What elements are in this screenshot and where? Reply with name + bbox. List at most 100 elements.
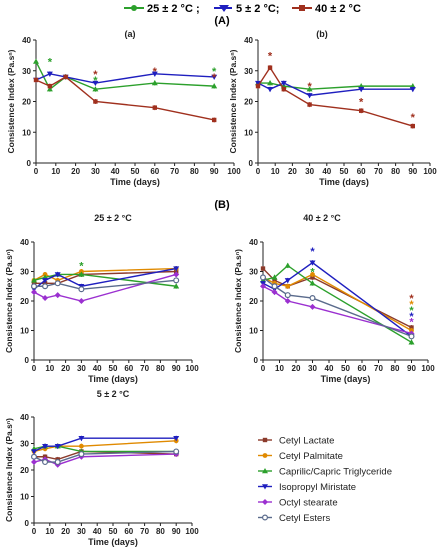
significance-star: *	[409, 299, 414, 311]
data-point	[42, 443, 49, 450]
x-tick-label: 90	[172, 527, 181, 536]
data-point	[92, 80, 99, 87]
data-point	[79, 443, 84, 449]
data-point	[54, 272, 61, 278]
y-tick-label: 10	[20, 493, 29, 502]
data-point	[211, 83, 218, 89]
x-tick-label: 90	[408, 167, 417, 176]
data-point	[309, 280, 316, 286]
significance-star: *	[79, 261, 84, 273]
x-tick-label: 20	[71, 167, 80, 176]
chart-title: (a)	[125, 29, 136, 39]
x-tick-label: 60	[358, 364, 367, 373]
y-tick-label: 10	[249, 327, 258, 336]
x-tick-label: 90	[172, 364, 181, 373]
data-point	[33, 58, 39, 64]
significance-star: *	[212, 66, 217, 78]
data-point	[272, 278, 277, 283]
x-tick-label: 40	[325, 364, 334, 373]
x-tick-label: 70	[170, 167, 179, 176]
chart-5c: 5 ± 2 °C 0 10 20 30 40 0 10 20 30 40 50 60 70 80 90 100 T…	[4, 389, 199, 547]
y-tick-label: 0	[25, 356, 30, 365]
x-tick-label: 100	[185, 364, 199, 373]
significance-star: *	[310, 246, 315, 258]
series-line	[35, 73, 215, 84]
data-point	[78, 436, 85, 442]
x-tick-label: 70	[140, 527, 149, 536]
series-line	[257, 66, 413, 127]
legend-marker	[262, 499, 268, 505]
x-tick-label: 60	[150, 167, 159, 176]
data-point	[78, 286, 85, 293]
data-point	[309, 260, 316, 266]
x-tick-label: 100	[423, 167, 437, 176]
section-b-label: (B)	[214, 199, 230, 211]
x-tick-label: 20	[61, 364, 70, 373]
x-tick-label: 30	[305, 167, 314, 176]
y-tick-label: 40	[249, 238, 258, 247]
data-point	[31, 459, 37, 466]
y-tick-label: 10	[244, 128, 253, 137]
x-tick-label: 10	[275, 364, 284, 373]
y-tick-label: 40	[20, 413, 29, 422]
x-tick-label: 50	[340, 167, 349, 176]
data-point	[260, 266, 266, 271]
data-point	[410, 123, 415, 129]
data-point	[47, 83, 53, 89]
legend-marker-25	[131, 5, 137, 11]
chart-a: (a) 0 10 20 30 40 0 10 20 30 40 50 60 70 80 90 100 Time (…	[6, 29, 241, 187]
x-tick-label: 10	[45, 527, 54, 536]
legend-marker-40	[299, 5, 305, 11]
data-point	[284, 298, 291, 304]
y-axis-label: Consistence Index (Pa.sⁿ)	[228, 49, 238, 153]
y-tick-label: 20	[249, 297, 258, 306]
data-point	[42, 283, 49, 290]
significance-star: *	[307, 81, 312, 93]
data-point	[358, 87, 365, 93]
data-point	[152, 105, 157, 110]
series-line	[258, 82, 413, 90]
x-tick-label: 80	[391, 364, 400, 373]
data-point	[33, 77, 39, 83]
y-tick-label: 30	[22, 67, 31, 76]
x-tick-label: 0	[261, 364, 266, 373]
y-tick-label: 40	[244, 36, 253, 45]
data-point	[255, 83, 261, 89]
x-tick-label: 0	[256, 167, 261, 176]
x-tick-label: 70	[374, 167, 383, 176]
significance-star: *	[153, 66, 158, 78]
x-tick-label: 40	[93, 364, 102, 373]
data-point	[54, 280, 61, 287]
data-point	[31, 453, 38, 460]
x-axis-label: Time (days)	[88, 537, 138, 547]
significance-star: *	[48, 57, 53, 69]
significance-star: *	[411, 112, 416, 124]
series-line	[35, 76, 215, 121]
x-tick-label: 80	[391, 167, 400, 176]
legend-label: Cetyl Lactate	[279, 436, 334, 447]
bottom-legend: Cetyl Lactate Cetyl Palmitate Caprilic/Cap…	[258, 436, 392, 524]
x-tick-label: 20	[61, 527, 70, 536]
x-tick-label: 20	[292, 364, 301, 373]
x-tick-label: 100	[227, 167, 241, 176]
significance-star: *	[93, 75, 98, 87]
data-point	[267, 80, 274, 86]
y-tick-label: 40	[20, 238, 29, 247]
x-tick-label: 70	[374, 364, 383, 373]
data-point	[271, 283, 278, 290]
data-point	[359, 108, 364, 113]
data-point	[78, 451, 85, 458]
y-tick-label: 0	[249, 159, 254, 168]
x-tick-label: 60	[357, 167, 366, 176]
x-tick-label: 10	[271, 167, 280, 176]
legend-marker	[262, 437, 268, 443]
data-point	[54, 459, 61, 466]
data-point	[285, 283, 291, 289]
significance-star: *	[359, 97, 364, 109]
x-axis-label: Time (days)	[321, 374, 371, 384]
section-a-label: (A)	[214, 15, 230, 27]
x-tick-label: 0	[34, 167, 39, 176]
data-point	[42, 278, 49, 284]
chart-title: 5 ± 2 °C	[97, 389, 130, 399]
y-tick-label: 10	[20, 327, 29, 336]
